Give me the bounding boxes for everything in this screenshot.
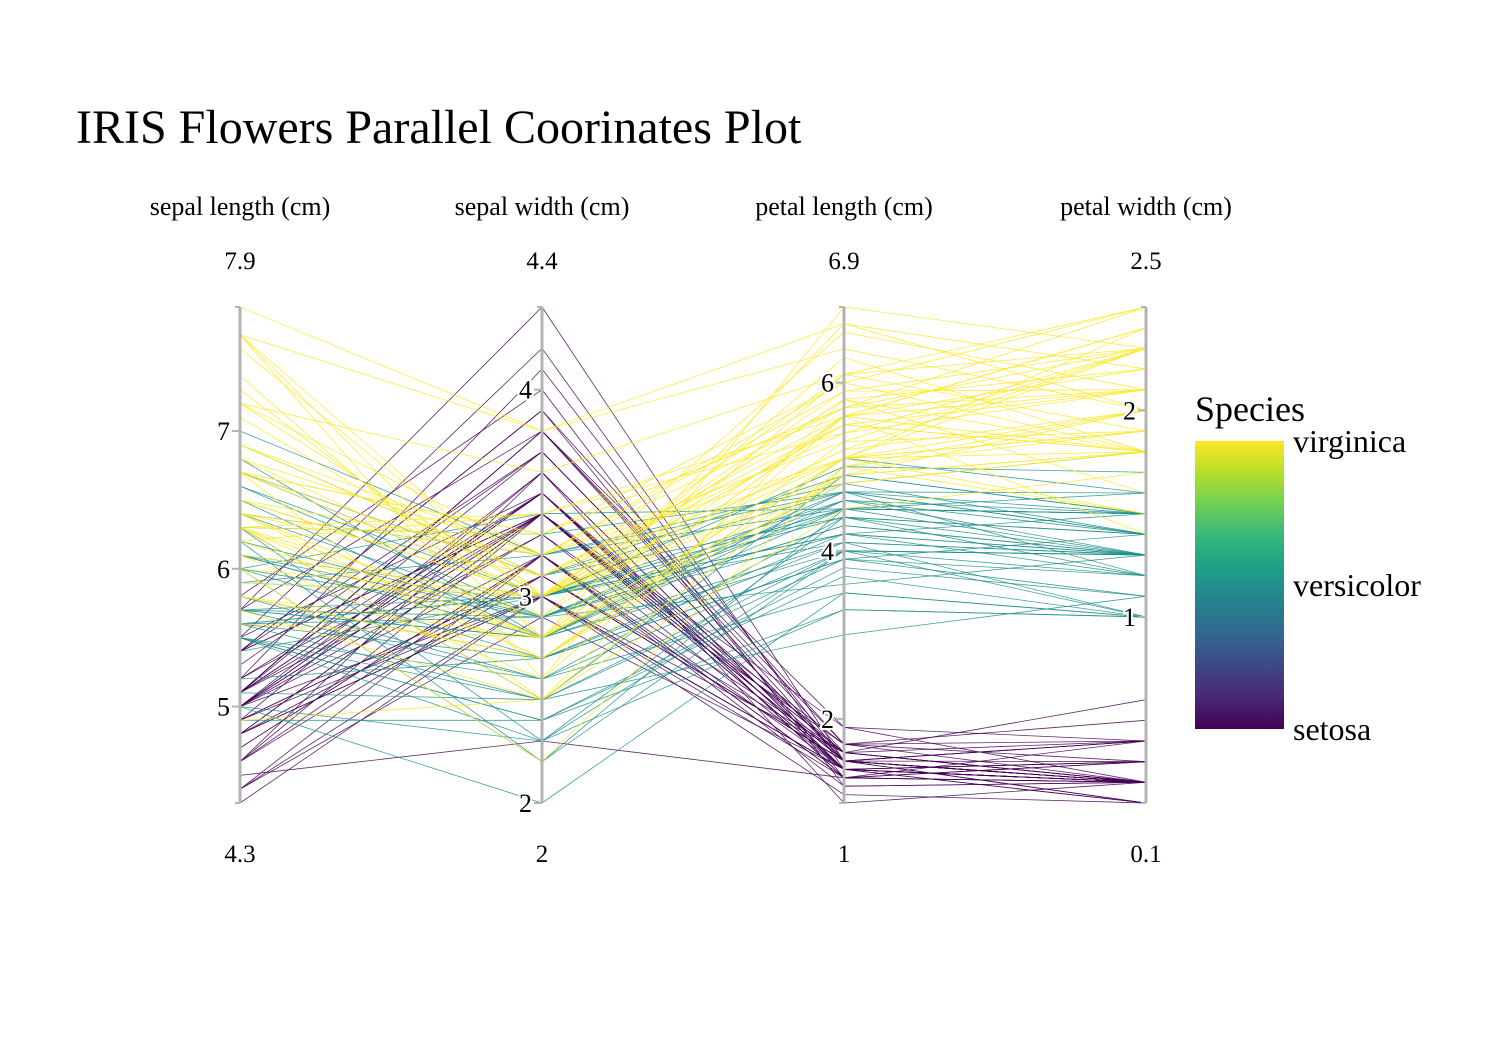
colorbar bbox=[1195, 441, 1284, 729]
axis-tick-label: 5 bbox=[217, 693, 230, 722]
data-line-versicolor bbox=[239, 525, 1147, 618]
data-line-versicolor bbox=[239, 592, 1147, 680]
data-line-versicolor bbox=[239, 541, 1147, 639]
axis-range-min-label: 4.3 bbox=[224, 841, 255, 868]
data-line-virginica bbox=[239, 327, 1147, 639]
axis-tick-label: 2 bbox=[519, 789, 532, 818]
data-line-setosa bbox=[239, 616, 1147, 790]
data-line-virginica bbox=[239, 347, 1147, 556]
data-line-virginica bbox=[239, 399, 1147, 597]
axis-range-max-label: 7.9 bbox=[224, 248, 255, 275]
axis-tick-label: 4 bbox=[821, 537, 834, 566]
axis-tick-label: 2 bbox=[1123, 396, 1136, 425]
data-line-versicolor bbox=[239, 550, 1147, 701]
legend-label-virginica: virginica bbox=[1293, 423, 1406, 459]
data-line-setosa bbox=[239, 740, 1147, 779]
data-line-versicolor bbox=[239, 550, 1147, 639]
legend-label-setosa: setosa bbox=[1293, 711, 1371, 747]
data-line-virginica bbox=[239, 347, 1147, 556]
data-line-virginica bbox=[239, 451, 1147, 597]
data-line-virginica bbox=[239, 347, 1147, 542]
axes: sepal length (cm) 7.9 4.3 5 6 7 sepal width (c… bbox=[150, 192, 1232, 868]
data-line-virginica bbox=[239, 424, 1147, 577]
data-line-setosa bbox=[239, 430, 1147, 783]
data-line-virginica bbox=[239, 409, 1147, 639]
data-line-versicolor bbox=[239, 550, 1147, 680]
data-line-versicolor bbox=[239, 609, 1147, 742]
chart-title: IRIS Flowers Parallel Coorinates Plot bbox=[76, 101, 802, 154]
data-line-setosa bbox=[239, 492, 1147, 754]
legend-label-versicolor: versicolor bbox=[1293, 567, 1421, 603]
axis-tick-label: 3 bbox=[519, 582, 532, 611]
axis-name-label[interactable]: petal width (cm) bbox=[1060, 192, 1232, 221]
axis-range-max-label: 2.5 bbox=[1130, 248, 1161, 275]
data-line-virginica bbox=[239, 334, 1147, 597]
data-line-virginica bbox=[239, 306, 1147, 473]
axis-range-max-label: 4.4 bbox=[526, 248, 558, 275]
data-line-versicolor bbox=[239, 575, 1147, 721]
data-line-virginica bbox=[239, 323, 1147, 432]
data-line-setosa bbox=[239, 595, 1147, 804]
data-line-setosa bbox=[239, 451, 1147, 783]
data-line-versicolor bbox=[239, 595, 1147, 701]
axis-range-max-label: 6.9 bbox=[828, 248, 859, 275]
data-lines bbox=[239, 306, 1147, 804]
data-line-virginica bbox=[239, 306, 1147, 432]
data-line-virginica bbox=[239, 430, 1147, 701]
axis-name-label[interactable]: sepal length (cm) bbox=[150, 192, 331, 221]
data-line-virginica bbox=[239, 451, 1147, 597]
data-line-setosa bbox=[239, 451, 1147, 783]
axis-tick-label: 1 bbox=[1123, 603, 1136, 632]
data-line-virginica bbox=[239, 415, 1147, 680]
axis-tick-label: 2 bbox=[821, 705, 834, 734]
axis-range-min-label: 2 bbox=[536, 841, 549, 868]
data-line-virginica bbox=[239, 382, 1147, 556]
data-line-versicolor bbox=[239, 516, 1147, 680]
data-line-virginica bbox=[239, 323, 1147, 639]
data-line-virginica bbox=[239, 430, 1147, 659]
axis-tick-label: 7 bbox=[217, 417, 230, 446]
axis-name-label[interactable]: sepal width (cm) bbox=[455, 192, 630, 221]
data-line-virginica bbox=[239, 409, 1147, 597]
data-line-virginica bbox=[239, 306, 1147, 535]
axis-range-min-label: 1 bbox=[838, 841, 851, 868]
data-line-virginica bbox=[239, 347, 1147, 577]
data-line-versicolor bbox=[239, 492, 1147, 570]
data-line-virginica bbox=[239, 466, 1147, 763]
legend-title: Species bbox=[1195, 389, 1305, 429]
data-line-versicolor bbox=[239, 516, 1147, 742]
axis-name-label[interactable]: petal length (cm) bbox=[755, 192, 933, 221]
axis-range-min-label: 0.1 bbox=[1130, 841, 1161, 868]
axis-tick-label: 4 bbox=[519, 376, 532, 405]
axis-tick-label: 6 bbox=[217, 555, 230, 584]
data-line-virginica bbox=[239, 347, 1147, 556]
axis-tick-label: 6 bbox=[821, 369, 834, 398]
data-line-setosa bbox=[239, 554, 1147, 790]
data-line-virginica bbox=[239, 306, 1147, 535]
data-line-virginica bbox=[239, 327, 1147, 577]
data-line-virginica bbox=[239, 430, 1147, 659]
data-line-versicolor bbox=[239, 533, 1147, 611]
